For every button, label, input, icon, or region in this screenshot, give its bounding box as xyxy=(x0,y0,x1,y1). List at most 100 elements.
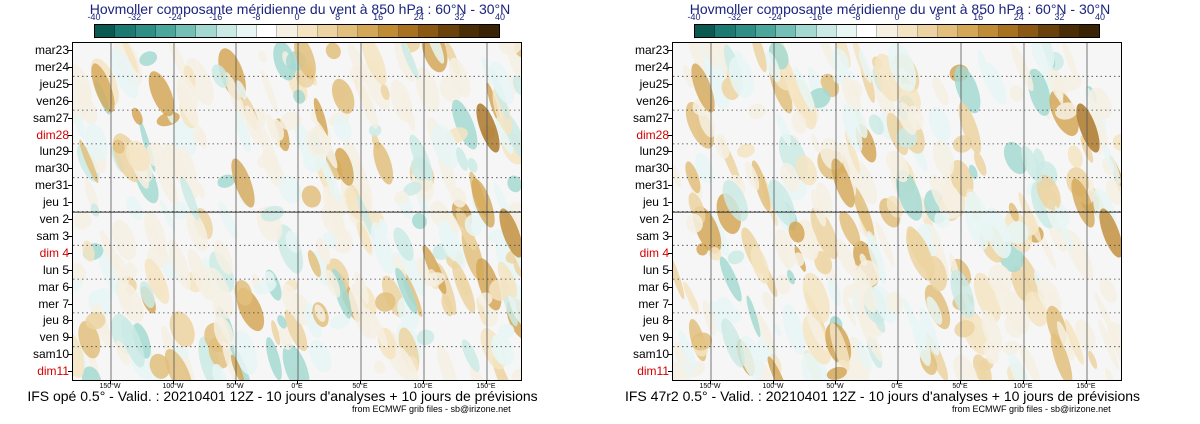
field-blob xyxy=(765,51,781,82)
y-tick-label: sam10 xyxy=(32,347,69,362)
x-tick-label: 150°E xyxy=(1076,383,1096,390)
field-blob xyxy=(489,278,511,301)
field-blob xyxy=(185,58,214,106)
field-feature xyxy=(1071,178,1095,228)
field-blob xyxy=(1011,266,1032,303)
field-blob xyxy=(264,271,275,284)
y-tick-mark xyxy=(68,320,72,322)
field-blob xyxy=(926,255,948,292)
field-blob xyxy=(952,135,973,153)
field-blob xyxy=(1031,43,1055,71)
field-blob xyxy=(164,348,193,380)
x-tick-mark xyxy=(1023,380,1024,384)
field-blob xyxy=(751,43,767,73)
x-tick-mark xyxy=(423,380,424,384)
field-blob xyxy=(1098,319,1119,370)
y-tick-label: mar30 xyxy=(34,161,69,176)
source-credit: from ECMWF grib files - sb@irizone.net xyxy=(952,404,1111,414)
colorbar-tick-label: 16 xyxy=(973,12,984,22)
colorbar-swatch xyxy=(398,25,419,37)
field-blob xyxy=(373,141,394,185)
field-blob xyxy=(409,134,433,181)
field-blob xyxy=(981,310,1003,354)
colorbar-swatch xyxy=(735,25,756,37)
y-tick-label: jeu25 xyxy=(39,76,69,91)
field-blob xyxy=(73,263,87,282)
field-blob xyxy=(953,354,978,380)
field-blob xyxy=(331,78,355,114)
x-tick-label: 100°W xyxy=(762,383,784,390)
field-blob xyxy=(436,344,458,380)
y-tick-mark xyxy=(668,219,672,220)
field-blob xyxy=(230,354,245,380)
colorbar-swatch xyxy=(439,25,460,37)
field-blob xyxy=(78,320,101,359)
field-blob xyxy=(1105,367,1115,380)
colorbar-swatch xyxy=(297,25,318,37)
y-tick-label: ven 9 xyxy=(39,330,69,345)
field-blob xyxy=(277,315,287,329)
field-blob xyxy=(1112,134,1121,151)
x-tick-mark xyxy=(773,380,774,384)
field-blob xyxy=(875,221,895,267)
field-blob xyxy=(110,48,139,99)
colorbar-tick-label: -16 xyxy=(809,12,823,22)
field-blob xyxy=(868,114,884,135)
field-blob xyxy=(284,309,308,352)
y-tick-mark xyxy=(668,354,672,356)
model-validity-footer: IFS 47r2 0.5° - Valid. : 20210401 12Z - … xyxy=(624,388,1141,404)
y-tick-label: dim28 xyxy=(636,127,669,142)
colorbar-tick-label: 0 xyxy=(894,12,900,22)
field-blob xyxy=(361,43,387,85)
y-tick-label: sam 3 xyxy=(36,228,69,243)
field-blob xyxy=(1103,144,1121,184)
field-blob xyxy=(1067,145,1083,169)
field-blob xyxy=(348,43,369,85)
field-blob xyxy=(801,352,832,380)
chart-title: Hovmoller composante méridienne du vent … xyxy=(689,1,1111,17)
field-blob xyxy=(144,258,170,304)
field-blob xyxy=(476,297,487,326)
y-tick-mark xyxy=(668,303,672,305)
field-blob xyxy=(895,169,923,221)
field-blob xyxy=(348,288,372,339)
field-blob xyxy=(902,297,924,346)
y-tick-mark xyxy=(68,100,72,102)
field-blob xyxy=(400,43,419,80)
field-blob xyxy=(678,330,697,372)
colorbar-tick-label: -40 xyxy=(87,12,101,22)
y-tick-mark xyxy=(668,320,672,322)
colorbar-swatch xyxy=(836,25,857,37)
colorbar-swatch xyxy=(135,25,156,37)
field-blob xyxy=(673,256,685,300)
y-tick-mark xyxy=(668,66,672,68)
field-blob xyxy=(415,67,440,113)
y-tick-label: jeu25 xyxy=(639,76,669,91)
field-blob xyxy=(187,248,213,301)
x-tick-label: 150°W xyxy=(99,383,121,390)
x-tick-label: 50°W xyxy=(226,383,244,390)
colorbar-swatch xyxy=(115,25,136,37)
field-blob xyxy=(401,92,416,132)
x-tick-mark xyxy=(173,380,174,384)
field-blob xyxy=(683,281,700,315)
field-blob xyxy=(113,254,129,290)
field-blob xyxy=(748,103,766,120)
y-tick-label: jeu 1 xyxy=(642,195,669,210)
field-blob xyxy=(280,111,302,131)
y-tick-label: dim11 xyxy=(637,364,669,379)
field-blob xyxy=(694,153,714,184)
field-blob xyxy=(507,175,521,193)
field-blob xyxy=(715,134,730,159)
field-blob xyxy=(155,156,179,206)
field-blob xyxy=(488,229,506,243)
field-blob xyxy=(1088,350,1098,369)
field-blob xyxy=(510,208,521,249)
field-blob xyxy=(682,65,694,88)
y-tick-mark xyxy=(68,252,72,254)
chart-title: Hovmoller composante méridienne du vent … xyxy=(89,1,511,17)
field-blob xyxy=(1010,43,1034,92)
model-validity-footer: IFS opé 0.5° - Valid. : 20210401 12Z - 1… xyxy=(27,388,538,404)
field-blob xyxy=(279,327,292,350)
field-blob xyxy=(1094,291,1118,341)
